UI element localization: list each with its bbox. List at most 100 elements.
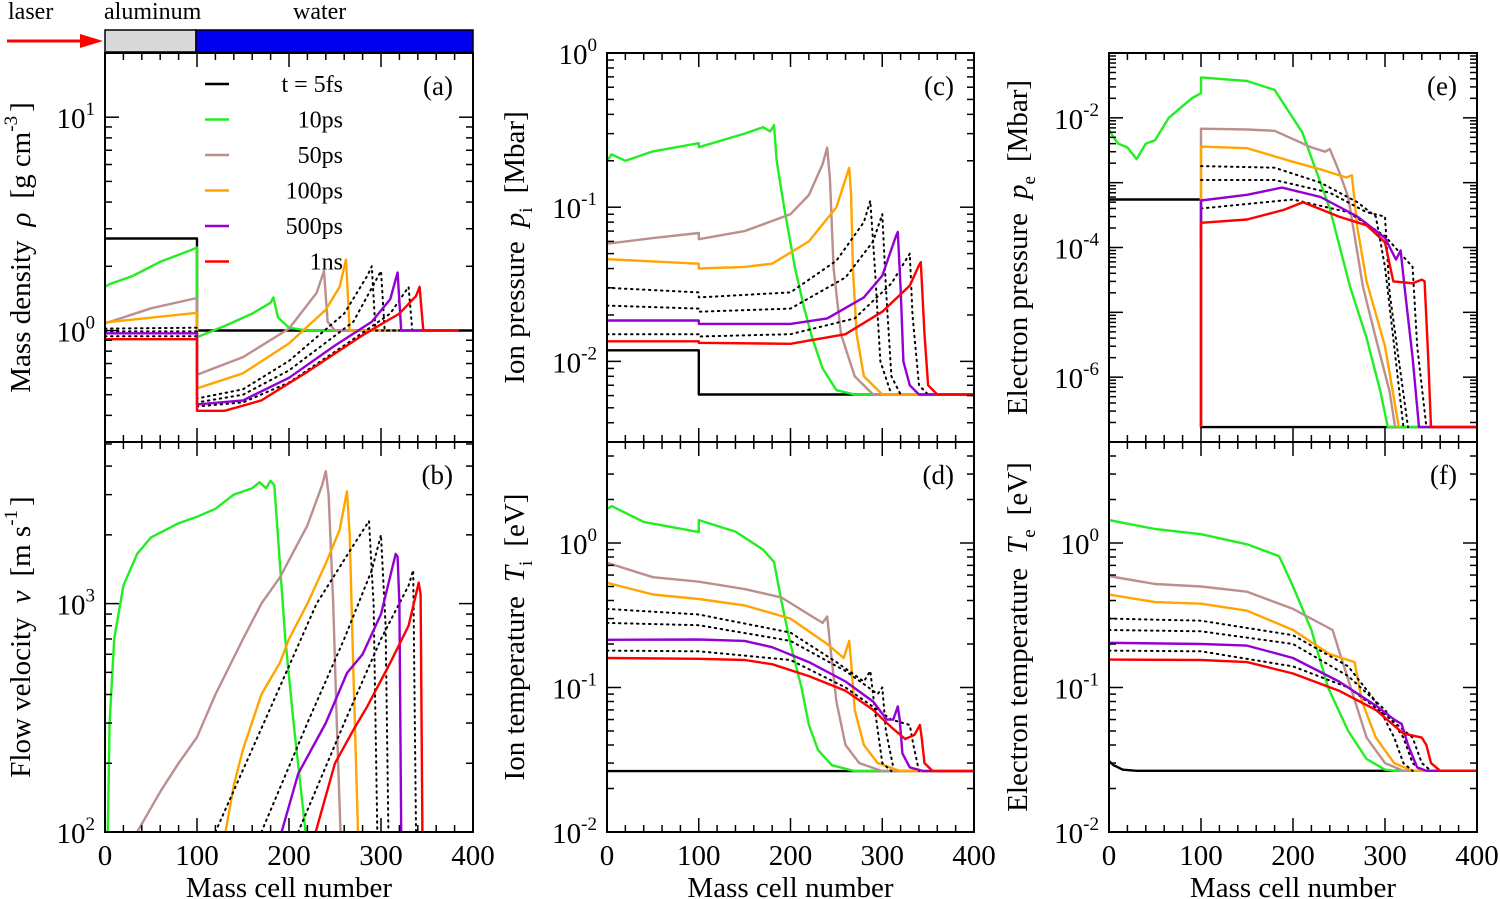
series-group bbox=[1109, 76, 1477, 429]
y-label-text: Mass density bbox=[5, 240, 37, 393]
panel-label: (a) bbox=[423, 71, 453, 101]
y-tick-label: 10-2 bbox=[1054, 100, 1099, 136]
y-label-unit: [eV] bbox=[499, 494, 531, 547]
y-label-symbol: v bbox=[5, 590, 37, 603]
y-label-text: Electron temperature bbox=[1002, 568, 1034, 812]
series-group bbox=[607, 504, 974, 773]
tick-marks bbox=[606, 441, 975, 833]
series-line-dotted-5 bbox=[607, 213, 902, 396]
y-tick-base: 10 bbox=[57, 818, 86, 850]
laser-arrow-icon bbox=[7, 34, 103, 48]
x-axis-label: Mass cell number bbox=[186, 872, 393, 899]
y-label-text: Ion temperature bbox=[499, 596, 531, 780]
panel-label: (e) bbox=[1427, 71, 1457, 101]
y-tick-base: 10 bbox=[559, 39, 588, 71]
y-tick-base: 10 bbox=[1054, 818, 1083, 850]
x-tick-label: 400 bbox=[451, 840, 495, 872]
series-group bbox=[106, 470, 424, 832]
y-axis-label: Mass density ρ [g cm-3] bbox=[1, 102, 37, 393]
series-line-1ns bbox=[607, 656, 974, 773]
y-axis-label: Ion pressure pi [Mbar] bbox=[499, 111, 537, 383]
panel-label: (c) bbox=[924, 71, 954, 101]
x-tick-label: 300 bbox=[359, 840, 403, 872]
series-line-100ps bbox=[1199, 145, 1400, 428]
series-line-500ps bbox=[1199, 186, 1477, 429]
y-tick-exponent: 0 bbox=[1090, 525, 1100, 546]
x-tick-label: 100 bbox=[1179, 840, 1223, 872]
series-line-500ps bbox=[280, 552, 403, 832]
y-tick-label: 10-1 bbox=[552, 189, 597, 225]
series-line-100ps bbox=[607, 581, 974, 773]
series-line-1ns bbox=[607, 261, 974, 396]
x-tick-label: 300 bbox=[861, 840, 905, 872]
y-tick-exponent: -2 bbox=[1083, 814, 1099, 835]
y-tick-base: 10 bbox=[1061, 529, 1090, 561]
legend-label: t = 5fs bbox=[281, 72, 343, 98]
series-line-dotted-6 bbox=[1200, 198, 1428, 429]
y-tick-exponent: 2 bbox=[86, 814, 96, 835]
y-axis-label: Electron pressure pe [Mbar] bbox=[1002, 80, 1040, 415]
series-line-dotted-6 bbox=[105, 285, 473, 408]
plot-frame bbox=[606, 441, 975, 833]
legend-entry: 1ns bbox=[205, 250, 343, 276]
y-tick-base: 10 bbox=[552, 347, 581, 379]
series-line-500ps bbox=[607, 638, 974, 773]
series-line-50ps bbox=[607, 561, 974, 773]
y-label-unit: [m s bbox=[5, 526, 37, 577]
series-line-100ps bbox=[1109, 593, 1477, 772]
legend-label: 10ps bbox=[298, 108, 343, 134]
series-line-500ps bbox=[1109, 641, 1477, 772]
series-line-10ps bbox=[607, 504, 974, 773]
y-tick-exponent: 3 bbox=[86, 586, 96, 607]
y-label-text: Ion pressure bbox=[499, 241, 531, 384]
series-line-1ns bbox=[314, 581, 424, 832]
y-label-text: Flow velocity bbox=[5, 617, 37, 778]
y-tick-label: 100 bbox=[1061, 525, 1100, 561]
x-tick-label: 300 bbox=[1363, 840, 1407, 872]
series-line-10ps bbox=[607, 123, 974, 396]
series-group bbox=[607, 123, 974, 396]
tick-marks bbox=[104, 442, 474, 833]
series-line-dotted-4 bbox=[1200, 165, 1405, 429]
y-label-unit: [g cm bbox=[5, 131, 37, 198]
y-tick-base: 10 bbox=[552, 818, 581, 850]
series-line-50ps bbox=[607, 146, 974, 396]
y-tick-label: 102 bbox=[57, 814, 96, 850]
y-label-unit-exponent: -3 bbox=[1, 116, 22, 132]
series-line-dotted-6 bbox=[1109, 649, 1432, 772]
y-tick-label: 10-1 bbox=[1054, 670, 1099, 706]
legend-entry: 100ps bbox=[205, 179, 343, 205]
y-tick-exponent: 0 bbox=[86, 312, 96, 333]
panel-label: (f) bbox=[1430, 460, 1457, 490]
x-tick-label: 0 bbox=[1102, 840, 1117, 872]
y-label-symbol: p bbox=[1002, 184, 1034, 201]
y-tick-exponent: -1 bbox=[1083, 670, 1099, 691]
series-line-dotted-5 bbox=[607, 621, 895, 769]
laser-label: laser bbox=[8, 0, 53, 25]
y-tick-label: 10-2 bbox=[552, 343, 597, 379]
y-tick-exponent: -2 bbox=[1083, 100, 1099, 121]
y-tick-label: 100 bbox=[559, 525, 598, 561]
series-line-dotted-4 bbox=[1109, 617, 1414, 772]
series-line-100ps bbox=[607, 166, 974, 396]
y-tick-base: 10 bbox=[552, 674, 581, 706]
y-tick-base: 10 bbox=[1054, 234, 1083, 266]
x-tick-label: 100 bbox=[175, 840, 219, 872]
x-tick-label: 200 bbox=[769, 840, 813, 872]
y-tick-base: 10 bbox=[57, 316, 86, 348]
series-line-10ps bbox=[1109, 518, 1477, 772]
y-tick-exponent: -2 bbox=[581, 814, 597, 835]
y-label-subscript: e bbox=[1019, 529, 1040, 537]
y-tick-label: 103 bbox=[57, 586, 96, 622]
series-line-50ps bbox=[136, 470, 342, 832]
y-label-symbol: p bbox=[499, 213, 531, 230]
aluminum-label: aluminum bbox=[104, 0, 202, 25]
series-line-dotted-5 bbox=[1109, 629, 1423, 772]
series-line-500ps bbox=[607, 230, 974, 396]
x-axis-label: Mass cell number bbox=[1190, 872, 1397, 899]
